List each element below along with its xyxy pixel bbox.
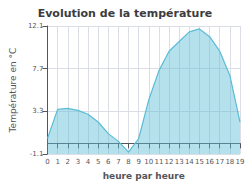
svg-text:12: 12 (165, 158, 174, 166)
svg-text:12.1: 12.1 (28, 22, 44, 30)
svg-text:heure par heure: heure par heure (103, 171, 185, 181)
svg-text:2: 2 (66, 158, 70, 166)
svg-text:14: 14 (185, 158, 194, 166)
svg-text:19: 19 (236, 158, 245, 166)
svg-text:9: 9 (136, 158, 140, 166)
svg-text:15: 15 (195, 158, 204, 166)
svg-text:1: 1 (55, 158, 59, 166)
svg-text:Température en °C: Température en °C (8, 48, 18, 134)
svg-text:4: 4 (86, 158, 91, 166)
svg-text:16: 16 (205, 158, 214, 166)
svg-text:3.3: 3.3 (32, 107, 43, 115)
svg-text:10: 10 (144, 158, 153, 166)
svg-text:-1.1: -1.1 (30, 150, 44, 158)
svg-text:Evolution de la température: Evolution de la température (38, 7, 213, 20)
svg-text:17: 17 (215, 158, 224, 166)
svg-text:11: 11 (154, 158, 163, 166)
svg-text:7: 7 (116, 158, 120, 166)
svg-text:7.7: 7.7 (32, 65, 43, 73)
svg-text:3: 3 (76, 158, 80, 166)
svg-text:8: 8 (126, 158, 130, 166)
svg-text:6: 6 (106, 158, 111, 166)
svg-text:0: 0 (45, 158, 49, 166)
svg-text:5: 5 (96, 158, 100, 166)
svg-text:18: 18 (225, 158, 234, 166)
svg-text:13: 13 (175, 158, 184, 166)
